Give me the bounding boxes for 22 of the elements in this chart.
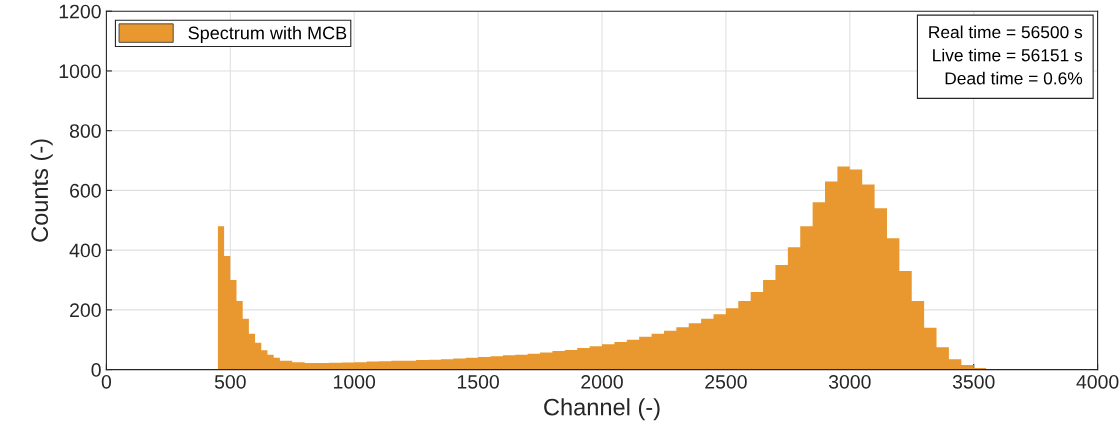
- x-tick-label: 1000: [334, 374, 376, 389]
- legend-label: Spectrum with MCB: [188, 26, 347, 43]
- x-tick-label: 3500: [952, 374, 995, 389]
- x-tick-label: 4000: [1076, 374, 1119, 389]
- annotation: Real time = 56500 s: [929, 25, 1083, 39]
- x-tick-label: 2500: [705, 374, 747, 389]
- annotation: Dead time = 0.6%: [945, 71, 1083, 85]
- y-tick-label: 0: [91, 363, 101, 377]
- annotation: Live time = 56151 s: [933, 48, 1083, 62]
- x-axis-title: Channel (-): [544, 398, 660, 421]
- x-tick-label: 3000: [828, 374, 871, 389]
- y-axis-title: Counts (-): [30, 139, 53, 242]
- y-tick-label: 1200: [59, 4, 101, 19]
- x-tick-label: 2000: [581, 374, 623, 389]
- y-tick-label: 800: [69, 124, 101, 138]
- y-tick-label: 400: [69, 243, 101, 258]
- y-tick-label: 200: [70, 303, 101, 318]
- y-tick-label: 600: [70, 183, 101, 198]
- y-tick-label: 1000: [59, 64, 101, 79]
- x-tick-label: 500: [214, 374, 246, 389]
- x-tick-label: 1500: [457, 374, 499, 389]
- x-tick-label: 0: [101, 374, 112, 389]
